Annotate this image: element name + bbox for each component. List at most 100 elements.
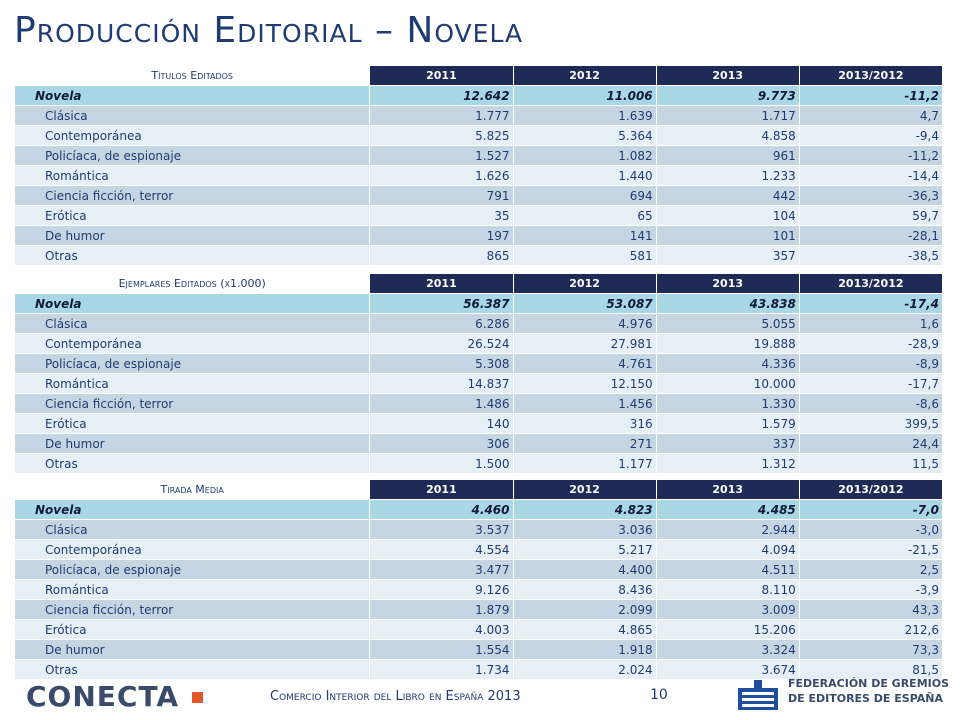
- row-label: Policíaca, de espionaje: [13, 353, 371, 374]
- row-label: Contemporánea: [13, 539, 371, 560]
- cell-value: 81,5: [798, 659, 944, 680]
- cell-value: -9,4: [798, 125, 944, 146]
- table-row: De humor 1.554 1.918 3.324 73,3: [13, 639, 944, 660]
- table-row: Otras 1.500 1.177 1.312 11,5: [13, 453, 944, 474]
- row-label: Novela: [13, 499, 371, 520]
- cell-value: -28,9: [798, 333, 944, 354]
- cell-value: 961: [655, 145, 800, 166]
- cell-value: 3.537: [369, 519, 514, 540]
- cell-value: 4,7: [798, 105, 944, 126]
- titulos-editados-table: Títulos Editados 2011 2012 2013 2013/201…: [13, 65, 944, 266]
- row-label: Policíaca, de espionaje: [13, 559, 371, 580]
- cell-value: 1.918: [512, 639, 657, 660]
- table-row: Contemporánea 4.554 5.217 4.094 -21,5: [13, 539, 944, 560]
- logo-accent-square: [192, 692, 203, 703]
- cell-value: 2.944: [655, 519, 800, 540]
- cell-value: 12.150: [512, 373, 657, 394]
- cell-value: 56.387: [369, 293, 514, 314]
- cell-value: 4.094: [655, 539, 800, 560]
- row-label: Clásica: [13, 313, 371, 334]
- row-label: Erótica: [13, 205, 371, 226]
- cell-value: 357: [655, 245, 800, 266]
- cell-value: 11,5: [798, 453, 944, 474]
- total-row: Novela 56.387 53.087 43.838 -17,4: [13, 293, 944, 314]
- cell-value: 35: [369, 205, 514, 226]
- cell-value: -17,7: [798, 373, 944, 394]
- table-row: Romántica 1.626 1.440 1.233 -14,4: [13, 165, 944, 186]
- cell-value: 3.477: [369, 559, 514, 580]
- table-header-row: Títulos Editados 2011 2012 2013 2013/201…: [13, 65, 944, 86]
- column-header-2013: 2013: [655, 65, 800, 86]
- row-label: Clásica: [13, 105, 371, 126]
- row-label: De humor: [13, 639, 371, 660]
- cell-value: -11,2: [798, 145, 944, 166]
- cell-value: -8,6: [798, 393, 944, 414]
- cell-value: 4.865: [512, 619, 657, 640]
- table-row: Ciencia ficción, terror 1.879 2.099 3.00…: [13, 599, 944, 620]
- cell-value: 19.888: [655, 333, 800, 354]
- cell-value: 271: [512, 433, 657, 454]
- row-label: De humor: [13, 225, 371, 246]
- cell-value: 9.126: [369, 579, 514, 600]
- total-row: Novela 12.642 11.006 9.773 -11,2: [13, 85, 944, 106]
- federation-logo-line1: Federación de Gremios: [788, 677, 950, 690]
- cell-value: 1.879: [369, 599, 514, 620]
- cell-value: 1.626: [369, 165, 514, 186]
- cell-value: 4.485: [655, 499, 800, 520]
- footer: CONECTA Comercio Interior del Libro en E…: [0, 676, 960, 720]
- row-label: Otras: [13, 659, 371, 680]
- cell-value: 3.036: [512, 519, 657, 540]
- cell-value: 1.486: [369, 393, 514, 414]
- cell-value: -3,9: [798, 579, 944, 600]
- cell-value: 4.400: [512, 559, 657, 580]
- cell-value: 14.837: [369, 373, 514, 394]
- cell-value: 5.308: [369, 353, 514, 374]
- table-row: Ciencia ficción, terror 791 694 442 -36,…: [13, 185, 944, 206]
- cell-value: 104: [655, 205, 800, 226]
- table-row: Clásica 1.777 1.639 1.717 4,7: [13, 105, 944, 126]
- cell-value: 1.456: [512, 393, 657, 414]
- cell-value: 141: [512, 225, 657, 246]
- cell-value: 337: [655, 433, 800, 454]
- table-row: De humor 197 141 101 -28,1: [13, 225, 944, 246]
- table-header-row: Ejemplares Editados (x1.000) 2011 2012 2…: [13, 273, 944, 294]
- cell-value: 24,4: [798, 433, 944, 454]
- row-label: Otras: [13, 453, 371, 474]
- cell-value: 4.858: [655, 125, 800, 146]
- row-label: Contemporánea: [13, 333, 371, 354]
- column-header-2013: 2013: [655, 273, 800, 294]
- cell-value: -14,4: [798, 165, 944, 186]
- table-row: Policíaca, de espionaje 3.477 4.400 4.51…: [13, 559, 944, 580]
- cell-value: 9.773: [655, 85, 800, 106]
- cell-value: 15.206: [655, 619, 800, 640]
- cell-value: 1.639: [512, 105, 657, 126]
- cell-value: 4.976: [512, 313, 657, 334]
- ejemplares-editados-table: Ejemplares Editados (x1.000) 2011 2012 2…: [13, 273, 944, 474]
- table-row: Contemporánea 26.524 27.981 19.888 -28,9: [13, 333, 944, 354]
- cell-value: 140: [369, 413, 514, 434]
- table-row: Romántica 14.837 12.150 10.000 -17,7: [13, 373, 944, 394]
- cell-value: 43.838: [655, 293, 800, 314]
- cell-value: 1.330: [655, 393, 800, 414]
- cell-value: 12.642: [369, 85, 514, 106]
- cell-value: 5.364: [512, 125, 657, 146]
- cell-value: 53.087: [512, 293, 657, 314]
- cell-value: 6.286: [369, 313, 514, 334]
- cell-value: 5.055: [655, 313, 800, 334]
- cell-value: 399,5: [798, 413, 944, 434]
- cell-value: 1.777: [369, 105, 514, 126]
- cell-value: -8,9: [798, 353, 944, 374]
- cell-value: 1.082: [512, 145, 657, 166]
- row-label: Romántica: [13, 373, 371, 394]
- table-row: Policíaca, de espionaje 1.527 1.082 961 …: [13, 145, 944, 166]
- cell-value: 4.761: [512, 353, 657, 374]
- cell-value: 1.527: [369, 145, 514, 166]
- cell-value: 4.003: [369, 619, 514, 640]
- cell-value: 1.440: [512, 165, 657, 186]
- cell-value: 1.500: [369, 453, 514, 474]
- cell-value: 1,6: [798, 313, 944, 334]
- row-label: Ciencia ficción, terror: [13, 599, 371, 620]
- table-row: Clásica 3.537 3.036 2.944 -3,0: [13, 519, 944, 540]
- cell-value: 59,7: [798, 205, 944, 226]
- row-label: De humor: [13, 433, 371, 454]
